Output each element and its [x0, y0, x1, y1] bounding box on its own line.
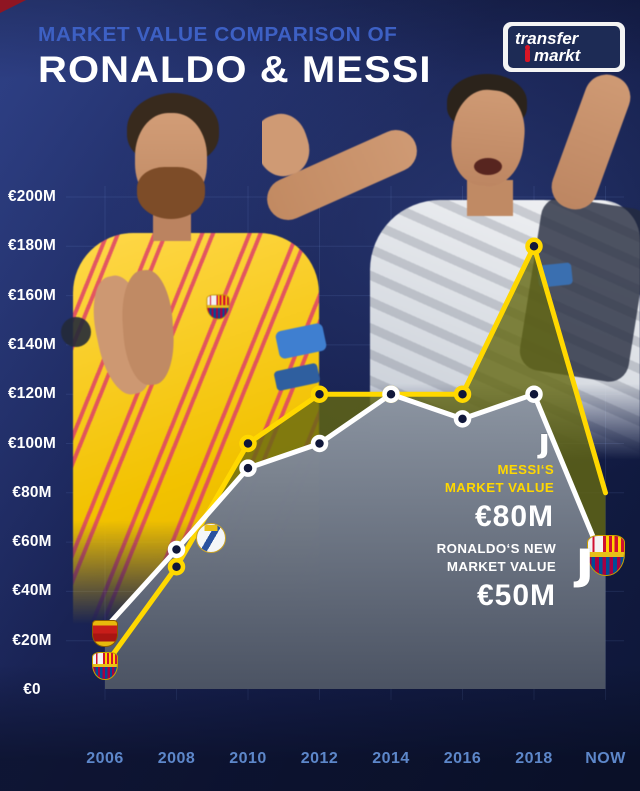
real-madrid-crest: [196, 523, 226, 553]
annotation-line: MARKET VALUE: [446, 559, 556, 575]
transfermarkt-logo: transfer markt: [503, 22, 625, 72]
y-axis-tick: €140M: [8, 335, 56, 353]
y-axis-tick: €60M: [12, 533, 52, 551]
juventus-crest-2018: JJ: [540, 432, 552, 458]
page-title: MARKET VALUE COMPARISON OF RONALDO & MES…: [38, 24, 431, 91]
x-axis-tick: NOW: [585, 750, 626, 767]
x-axis-tick: 2008: [157, 750, 196, 767]
y-axis-tick: €0: [23, 681, 41, 698]
ucl-badge: [61, 317, 91, 347]
annotation-line: MARKET VALUE: [444, 480, 554, 496]
y-axis-tick: €180M: [8, 237, 56, 255]
title-kicker: MARKET VALUE COMPARISON OF: [38, 24, 398, 46]
x-axis-tick: 2010: [229, 750, 267, 767]
annotation-line: MESSI‘S: [497, 462, 554, 477]
x-axis-tick: 2006: [86, 750, 124, 767]
man-united-crest: [92, 620, 118, 647]
y-axis-tick: €160M: [8, 286, 56, 304]
x-axis-tick: 2012: [300, 750, 339, 767]
player-figure-icon: [525, 45, 530, 63]
x-axis-tick: 2016: [443, 750, 482, 767]
juventus-crest-now: JJ: [578, 544, 597, 586]
logo-text-bottom: markt: [525, 45, 613, 64]
messi-current-value: €80M: [474, 500, 554, 534]
logo-text-top: transfer: [515, 28, 579, 48]
y-axis-tick: €40M: [12, 582, 52, 600]
respect-patch: [536, 262, 574, 288]
title-main: RONALDO & MESSI: [38, 49, 432, 90]
barcelona-chest-crest: [206, 294, 230, 320]
messi-value-annotation: MESSI‘S MARKET VALUE €80M: [444, 461, 554, 534]
barcelona-crest-2006: [92, 652, 118, 680]
y-axis-tick: €80M: [12, 483, 52, 501]
y-axis-tick: €20M: [12, 631, 52, 649]
x-axis-tick: 2018: [515, 750, 553, 767]
ronaldo-photo: [247, 62, 640, 464]
corner-accent: [0, 0, 26, 13]
y-axis-tick: €120M: [8, 385, 56, 403]
y-axis-tick: €100M: [8, 434, 56, 452]
y-axis-tick: €200M: [8, 188, 56, 205]
ronaldo-value-annotation: RONALDO‘S NEW MARKET VALUE €50M: [436, 540, 556, 613]
ronaldo-current-value: €50M: [476, 579, 556, 613]
x-axis-tick: 2014: [372, 750, 410, 767]
annotation-line: RONALDO‘S NEW: [436, 541, 556, 556]
transfermarkt-logo-inner: transfer markt: [508, 26, 620, 68]
